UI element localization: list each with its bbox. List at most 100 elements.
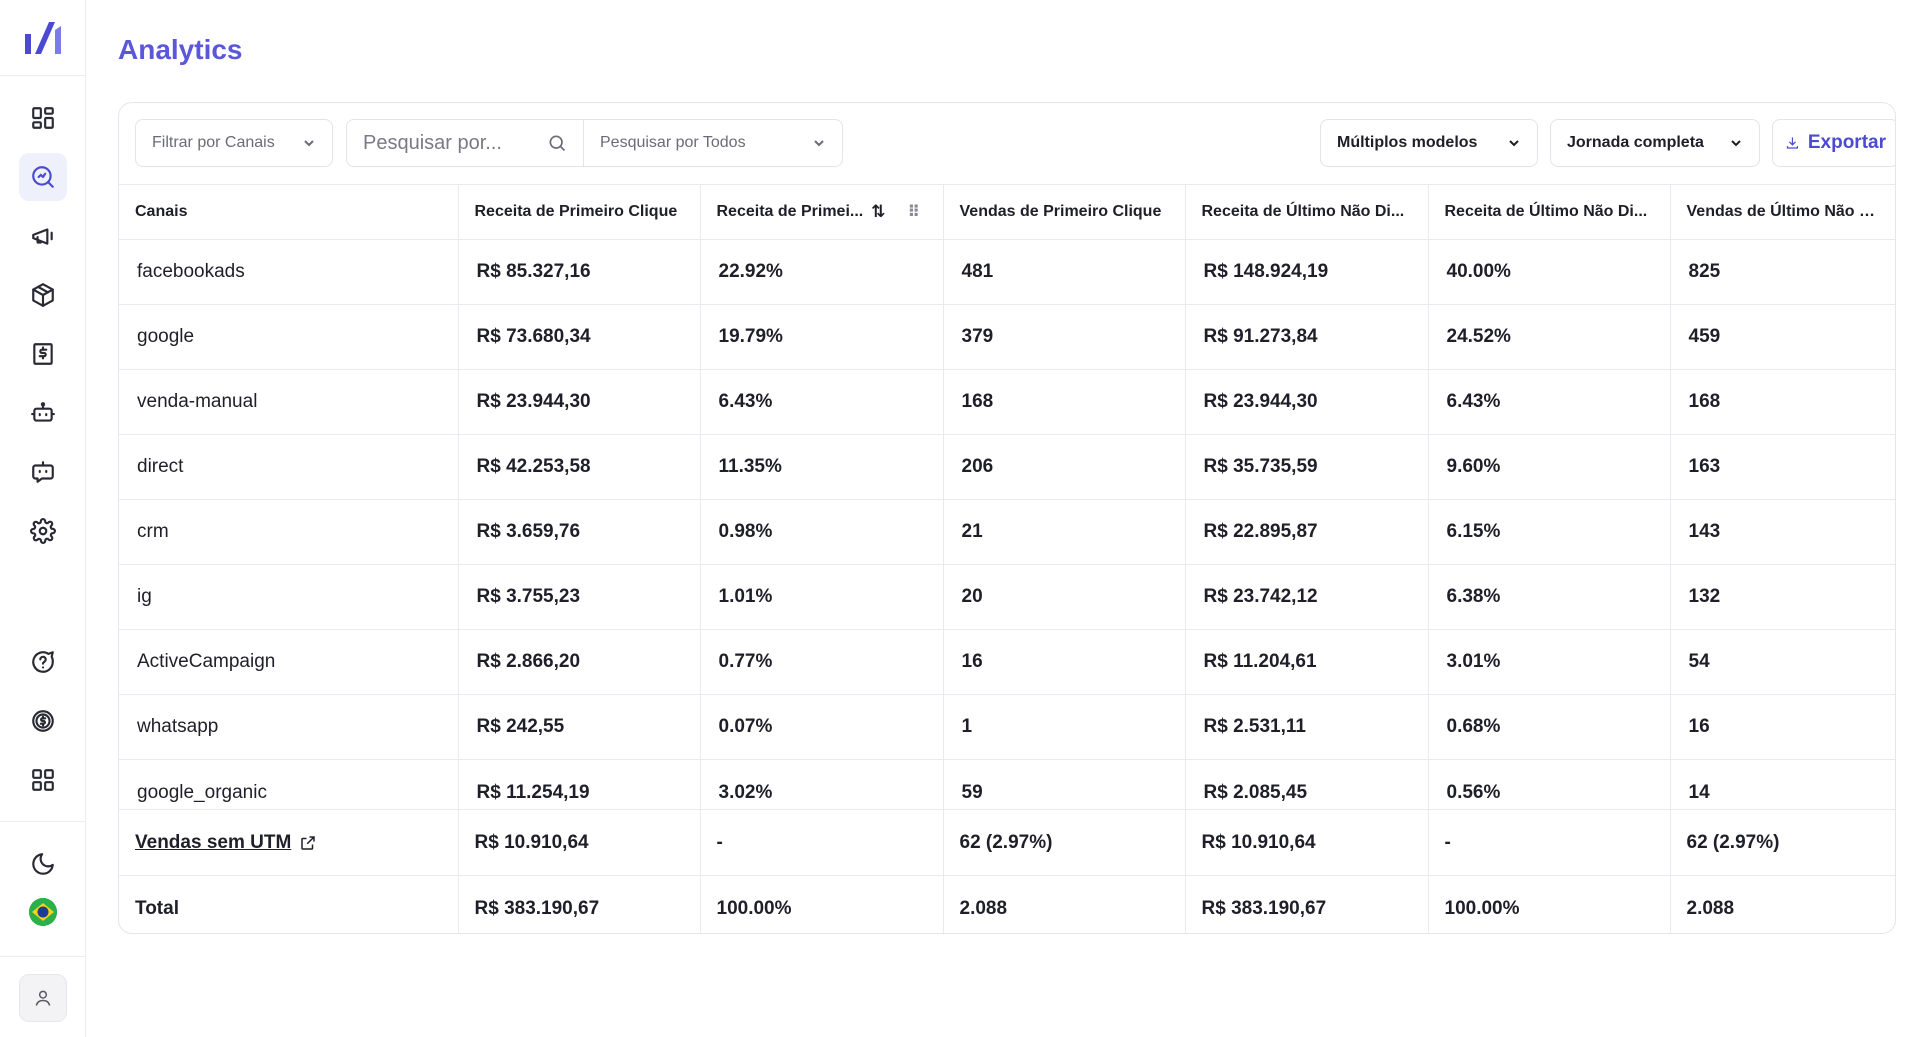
table-cell: R$ 2.866,20 [458, 629, 701, 695]
export-button[interactable]: Exportar [1772, 119, 1895, 167]
column-header-last-click-revenue[interactable]: Receita de Último Não Di... [1185, 184, 1429, 240]
table-header-row: Canais Receita de Primeiro Clique Receit… [119, 184, 1895, 240]
table-cell: 132 [1670, 564, 1895, 630]
table-cell: R$ 383.190,67 [1185, 875, 1429, 933]
channel-cell: direct [119, 434, 459, 500]
table-cell: R$ 23.742,12 [1185, 564, 1429, 630]
table-cell: R$ 42.253,58 [458, 434, 701, 500]
table-row[interactable]: whatsapp R$ 242,55 0.07% 1 R$ 2.531,11 0… [119, 694, 1895, 760]
table-cell: 3.02% [700, 759, 944, 810]
nav-chatbot[interactable] [19, 448, 67, 496]
table-cell: 163 [1670, 434, 1895, 500]
nav-finance[interactable] [19, 330, 67, 378]
models-label: Múltiplos modelos [1337, 134, 1478, 151]
channel-cell: google_organic [119, 759, 459, 810]
sidebar-divider [0, 821, 85, 822]
table-cell: 6.15% [1428, 499, 1671, 565]
channel-cell: google [119, 304, 459, 370]
table-row[interactable]: venda-manual R$ 23.944,30 6.43% 168 R$ 2… [119, 369, 1895, 435]
nav-settings[interactable] [19, 507, 67, 555]
nav-dashboard[interactable] [19, 94, 67, 142]
table-cell: 825 [1670, 239, 1895, 305]
sidebar-divider [0, 956, 85, 957]
table-cell: 20 [943, 564, 1186, 630]
search-scope-select[interactable]: Pesquisar por Todos [583, 119, 843, 167]
chevron-down-icon [814, 140, 824, 147]
apps-grid-icon [32, 769, 54, 791]
table-cell: R$ 10.910,64 [1185, 809, 1429, 876]
journey-label: Jornada completa [1567, 134, 1704, 151]
user-profile-button[interactable] [19, 974, 67, 1022]
total-row: Total R$ 383.190,67 100.00% 2.088 R$ 383… [119, 875, 1895, 933]
dashboard-icon [32, 107, 54, 129]
sidebar-divider [0, 75, 85, 76]
table-row[interactable]: google_organic R$ 11.254,19 3.02% 59 R$ … [119, 759, 1895, 810]
table-row[interactable]: crm R$ 3.659,76 0.98% 21 R$ 22.895,87 6.… [119, 499, 1895, 565]
channel-cell: facebookads [119, 239, 459, 305]
table-cell: R$ 91.273,84 [1185, 304, 1429, 370]
dollar-circle-icon [32, 710, 54, 732]
table-cell: 21 [943, 499, 1186, 565]
channel-cell: venda-manual [119, 369, 459, 435]
search-box[interactable] [346, 119, 584, 167]
nav-bots[interactable] [19, 389, 67, 437]
column-header-label: Receita de Primei... [716, 203, 864, 220]
toolbar: Filtrar por Canais Pesquisar por Todos M… [119, 103, 1895, 184]
models-select[interactable]: Múltiplos modelos [1320, 119, 1538, 167]
table-cell: 40.00% [1428, 239, 1671, 305]
table-cell: R$ 148.924,19 [1185, 239, 1429, 305]
table-cell: R$ 10.910,64 [458, 809, 701, 876]
table-cell: - [1428, 809, 1671, 876]
table-cell: 6.43% [700, 369, 944, 435]
brazil-flag-icon[interactable] [29, 898, 57, 926]
nav-products[interactable] [19, 271, 67, 319]
table-row[interactable]: ig R$ 3.755,23 1.01% 20 R$ 23.742,12 6.3… [119, 564, 1895, 630]
channel-filter-select[interactable]: Filtrar por Canais [135, 119, 333, 167]
moon-icon [32, 853, 54, 875]
no-utm-row: Vendas sem UTM R$ 10.910,64 - 62 (2.97%)… [119, 809, 1895, 876]
table-cell: 16 [1670, 694, 1895, 760]
table-cell: 62 (2.97%) [1670, 809, 1895, 876]
theme-toggle[interactable] [19, 840, 67, 888]
table-cell: 0.77% [700, 629, 944, 695]
package-icon [32, 283, 54, 307]
drag-handle-icon[interactable]: ⠿ [907, 204, 919, 221]
no-utm-link[interactable]: Vendas sem UTM [135, 832, 317, 854]
help-chat-icon [32, 651, 54, 673]
table-row[interactable]: google R$ 73.680,34 19.79% 379 R$ 91.273… [119, 304, 1895, 370]
table-cell: 62 (2.97%) [943, 809, 1186, 876]
journey-select[interactable]: Jornada completa [1550, 119, 1760, 167]
search-scope-label: Pesquisar por Todos [600, 134, 746, 151]
column-header-first-click-revenue-share[interactable]: Receita de Primei... ⇅ ⠿ [700, 184, 944, 240]
table-row[interactable]: ActiveCampaign R$ 2.866,20 0.77% 16 R$ 1… [119, 629, 1895, 695]
search-input[interactable] [363, 131, 543, 155]
table-cell: 2.088 [943, 875, 1186, 933]
table-cell: R$ 3.755,23 [458, 564, 701, 630]
table-cell: 379 [943, 304, 1186, 370]
sort-icon[interactable]: ⇅ [871, 202, 886, 221]
search-icon[interactable] [547, 133, 567, 153]
logo[interactable] [22, 16, 64, 60]
chat-bot-icon [32, 461, 54, 483]
nav-analytics[interactable] [19, 153, 67, 201]
column-header-first-click-revenue[interactable]: Receita de Primeiro Clique [458, 184, 701, 240]
nav-billing[interactable] [19, 697, 67, 745]
nav-help[interactable] [19, 638, 67, 686]
nav-campaigns[interactable] [19, 212, 67, 260]
table-cell: 459 [1670, 304, 1895, 370]
table-cell: 1.01% [700, 564, 944, 630]
table-cell: 1 [943, 694, 1186, 760]
nav-apps[interactable] [19, 756, 67, 804]
column-header-last-click-sales[interactable]: Vendas de Último Não D... [1670, 184, 1895, 240]
channel-filter-label: Filtrar por Canais [152, 134, 275, 151]
table-cell: R$ 23.944,30 [1185, 369, 1429, 435]
table-cell: 168 [943, 369, 1186, 435]
table-row[interactable]: facebookads R$ 85.327,16 22.92% 481 R$ 1… [119, 239, 1895, 305]
column-header-canais[interactable]: Canais [119, 184, 459, 240]
table-row[interactable]: direct R$ 42.253,58 11.35% 206 R$ 35.735… [119, 434, 1895, 500]
table-cell: 19.79% [700, 304, 944, 370]
column-header-first-click-sales[interactable]: Vendas de Primeiro Clique [943, 184, 1186, 240]
analytics-table: Canais Receita de Primeiro Clique Receit… [119, 184, 1895, 933]
column-header-last-click-revenue-share[interactable]: Receita de Último Não Di... [1428, 184, 1671, 240]
analytics-panel: Filtrar por Canais Pesquisar por Todos M… [118, 102, 1896, 934]
